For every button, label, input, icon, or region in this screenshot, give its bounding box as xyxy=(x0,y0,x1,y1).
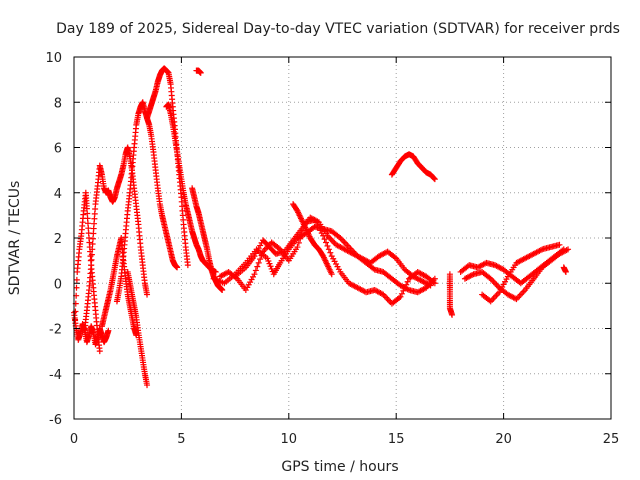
data-point xyxy=(89,235,96,242)
series-track12 xyxy=(217,216,438,307)
data-point xyxy=(427,282,434,289)
data-point xyxy=(324,242,331,249)
data-point xyxy=(401,284,408,291)
data-point xyxy=(327,249,334,256)
chart-title: Day 189 of 2025, Sidereal Day-to-day VTE… xyxy=(56,21,620,37)
x-tick-label: 0 xyxy=(70,432,78,447)
data-point xyxy=(89,241,96,248)
data-point xyxy=(295,239,302,246)
axis-ticks: 0 5 10 15 20 25 -6 -4 -2 0 2 4 6 8 10 xyxy=(45,51,619,447)
data-point xyxy=(268,265,275,272)
series-track7 xyxy=(144,115,181,271)
series-track13 xyxy=(232,214,434,289)
x-tick-label: 15 xyxy=(388,432,405,447)
data-point xyxy=(323,239,330,246)
data-point xyxy=(562,268,569,275)
data-point xyxy=(294,244,301,251)
y-tick-label: 10 xyxy=(45,51,62,66)
series-track15 xyxy=(388,151,438,183)
data-point xyxy=(88,251,95,258)
series-track5 xyxy=(113,65,191,305)
data-point xyxy=(267,263,274,270)
series-track14 xyxy=(290,201,335,278)
y-tick-label: 6 xyxy=(54,142,62,157)
series-track17 xyxy=(457,246,567,287)
series-track16 xyxy=(446,271,456,318)
data-point xyxy=(255,259,262,266)
y-axis-label: SDTVAR / TECUs xyxy=(7,181,23,296)
data-point xyxy=(556,241,563,248)
data-point xyxy=(252,267,259,274)
series-track10 xyxy=(193,67,204,76)
y-tick-label: 4 xyxy=(54,187,62,202)
series-track4 xyxy=(98,235,140,339)
data-point xyxy=(258,252,265,259)
data-point xyxy=(431,175,438,182)
x-tick-label: 5 xyxy=(177,432,185,447)
data-point xyxy=(88,256,95,263)
series-track8 xyxy=(163,101,219,275)
data-point xyxy=(184,262,191,269)
data-point xyxy=(144,382,151,389)
data-point xyxy=(431,280,438,287)
data-point xyxy=(89,246,96,253)
data-point xyxy=(328,271,335,278)
data-point xyxy=(403,281,410,288)
series-track6 xyxy=(124,268,151,389)
data-point xyxy=(398,290,405,297)
series-track20 xyxy=(560,264,569,275)
data-points xyxy=(71,65,572,389)
data-point xyxy=(219,287,226,294)
series-track19 xyxy=(479,241,563,305)
data-point xyxy=(431,176,438,183)
data-point xyxy=(397,293,404,300)
data-point xyxy=(251,271,258,278)
data-point xyxy=(325,246,332,253)
data-point xyxy=(72,316,79,323)
data-point xyxy=(174,264,181,271)
data-point xyxy=(73,276,80,283)
y-tick-label: -4 xyxy=(49,368,62,383)
x-tick-label: 20 xyxy=(495,432,512,447)
x-axis-label: GPS time / hours xyxy=(281,459,398,475)
y-tick-label: -6 xyxy=(49,413,62,428)
data-point xyxy=(297,235,304,242)
x-tick-label: 10 xyxy=(281,432,298,447)
data-point xyxy=(144,291,151,298)
x-tick-label: 25 xyxy=(603,432,620,447)
y-tick-label: -2 xyxy=(49,323,62,338)
y-tick-label: 2 xyxy=(54,232,62,247)
data-point xyxy=(404,278,411,285)
data-point xyxy=(73,284,80,291)
data-point xyxy=(257,256,264,263)
data-point xyxy=(265,258,272,265)
data-point xyxy=(400,287,407,294)
data-point xyxy=(254,263,261,270)
data-point xyxy=(264,255,271,262)
series-track18 xyxy=(461,246,572,303)
y-tick-label: 8 xyxy=(54,96,62,111)
data-point xyxy=(449,311,456,318)
data-point xyxy=(565,246,572,253)
data-point xyxy=(266,260,273,267)
data-point xyxy=(72,308,79,315)
data-point xyxy=(96,348,103,355)
data-point xyxy=(88,262,95,269)
data-point xyxy=(105,327,112,334)
y-tick-label: 0 xyxy=(54,277,62,292)
data-point xyxy=(321,236,328,243)
series-track2 xyxy=(72,189,103,355)
data-point xyxy=(197,69,204,76)
